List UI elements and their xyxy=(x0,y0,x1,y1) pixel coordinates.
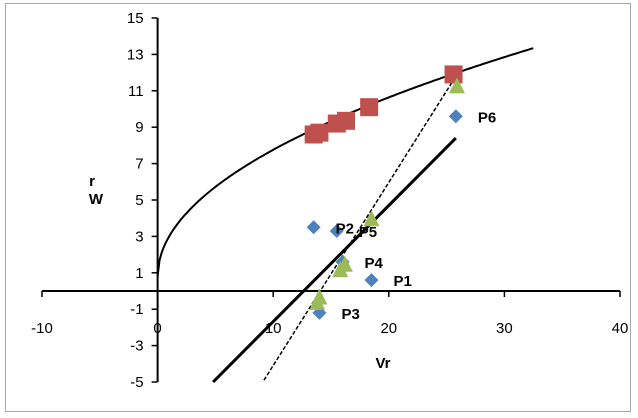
square-marker xyxy=(337,111,356,130)
triangle-marker xyxy=(336,255,353,272)
y-tick-label: 11 xyxy=(128,83,144,100)
point-label-p5: P5 xyxy=(359,224,377,241)
x-axis-ticks: -10010203040 xyxy=(31,291,628,337)
chart-axes xyxy=(42,18,620,382)
chart-curves xyxy=(156,47,534,384)
y-tick-label: -1 xyxy=(130,301,143,318)
y-tick-label: 13 xyxy=(127,46,144,63)
point-label-p4: P4 xyxy=(365,255,384,272)
point-label-p1: P1 xyxy=(393,273,411,290)
y-tick-label: 9 xyxy=(135,119,143,136)
point-labels: P1 P2 P3 P4 P5 P6 xyxy=(336,109,497,323)
y-tick-label: 5 xyxy=(135,192,143,209)
point-label-p6: P6 xyxy=(478,109,496,126)
x-tick-label: 40 xyxy=(612,320,629,337)
solid-trend-line xyxy=(212,137,457,384)
y-tick-label: -5 xyxy=(130,374,143,391)
y-tick-label: 7 xyxy=(135,156,143,173)
y-axis-title-line-1: r xyxy=(89,173,95,190)
y-tick-label: 1 xyxy=(135,265,143,282)
square-marker xyxy=(444,65,463,84)
dashed-trend-line xyxy=(263,72,459,381)
triangle-marker xyxy=(363,210,380,227)
data-markers xyxy=(304,65,466,320)
square-marker xyxy=(360,98,379,117)
y-axis-title-line-2: W xyxy=(89,191,104,208)
sqrt-curve xyxy=(156,47,534,277)
x-axis-title: Vr xyxy=(376,355,391,372)
x-tick-label: 30 xyxy=(496,320,513,337)
x-tick-label: -10 xyxy=(31,320,53,337)
square-marker xyxy=(310,123,329,142)
y-tick-label: 3 xyxy=(135,228,143,245)
chart-frame xyxy=(5,3,631,412)
triangle-marker xyxy=(449,77,466,94)
y-tick-label: -3 xyxy=(130,338,143,355)
y-tick-label: 15 xyxy=(127,10,144,27)
diamond-marker xyxy=(306,220,321,235)
point-label-p3: P3 xyxy=(341,306,359,323)
diamond-marker xyxy=(448,109,463,124)
diamond-marker xyxy=(329,223,344,238)
triangle-marker xyxy=(311,288,328,305)
x-tick-label: 20 xyxy=(380,320,397,337)
diamond-marker xyxy=(364,273,379,288)
point-label-p2: P2 xyxy=(336,220,354,237)
